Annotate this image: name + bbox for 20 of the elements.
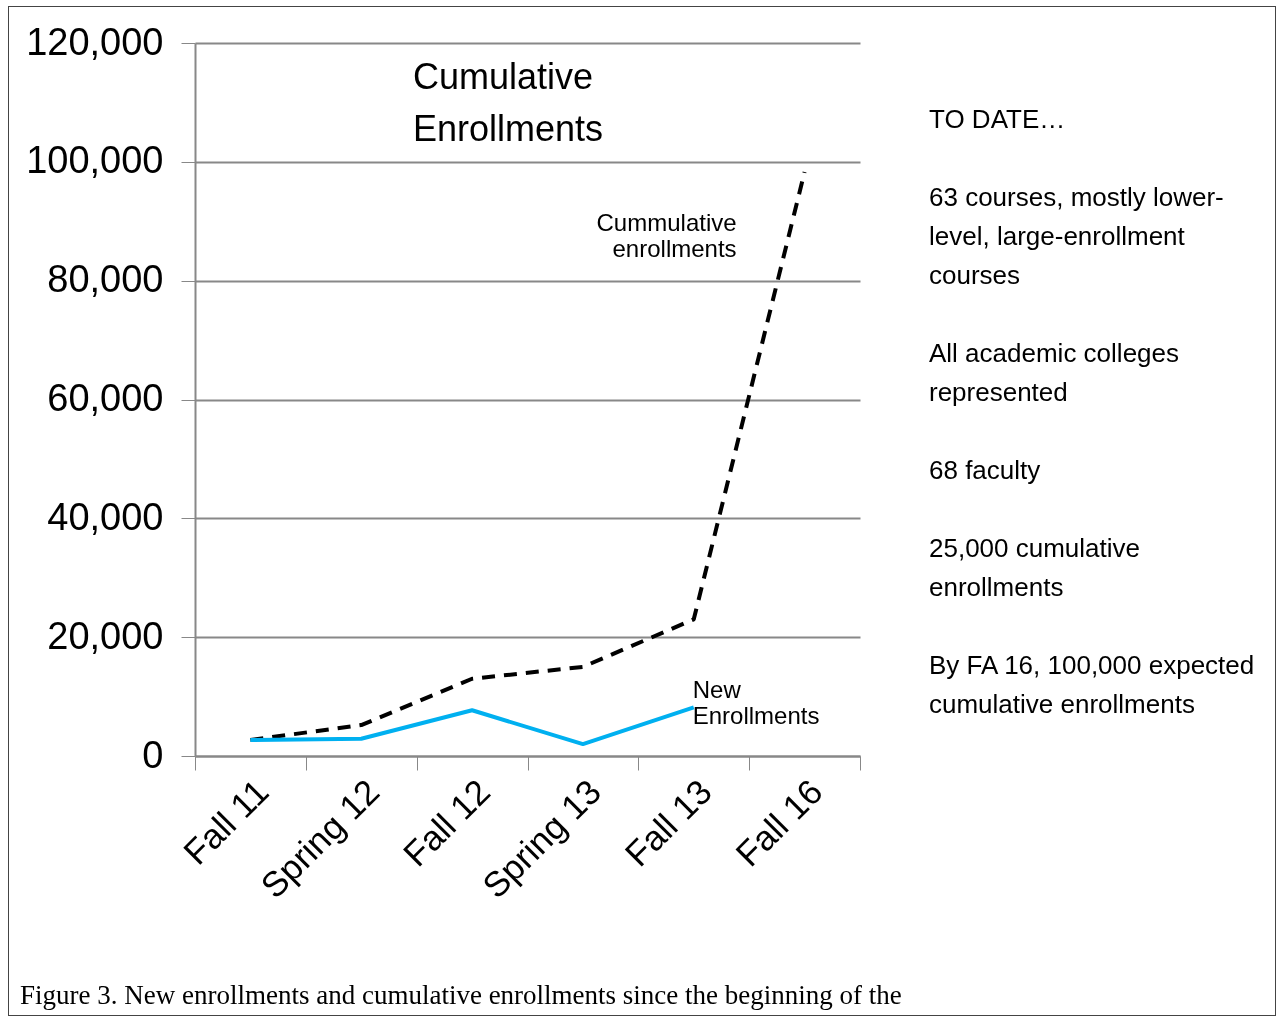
y-tick-label: 120,000 <box>26 20 164 63</box>
y-tick-label: 80,000 <box>47 258 164 301</box>
x-tick-label: Fall 16 <box>727 771 830 874</box>
text: TO DATE… <box>929 103 1067 136</box>
y-tick-label: 60,000 <box>47 377 164 419</box>
series-label: Cummulative enrollments <box>596 208 737 262</box>
y-tick-label: 0 <box>142 733 164 776</box>
series-label: New Enrollments <box>692 676 820 730</box>
y-tick-label: 20,000 <box>47 614 164 657</box>
text: 25,000 cumulative enrollments <box>929 532 1142 604</box>
text: All academic colleges represented <box>929 337 1180 409</box>
y-tick-label: 40,000 <box>47 495 164 538</box>
text: Cumulative Enrollments <box>413 56 604 149</box>
text: 68 faculty <box>929 454 1042 487</box>
text: 63 courses, mostly lower-level, large-enrollment courses <box>929 181 1225 292</box>
text: By FA 16, 100,000 expected cumulative enrollments <box>929 649 1256 721</box>
y-tick-label: 100,000 <box>26 139 164 182</box>
caption: Figure 3. New enrollments and cumulative enrollments since the beginning of the <box>20 980 902 1011</box>
x-tick-label: Fall 13 <box>617 771 719 874</box>
line-series <box>248 705 696 747</box>
